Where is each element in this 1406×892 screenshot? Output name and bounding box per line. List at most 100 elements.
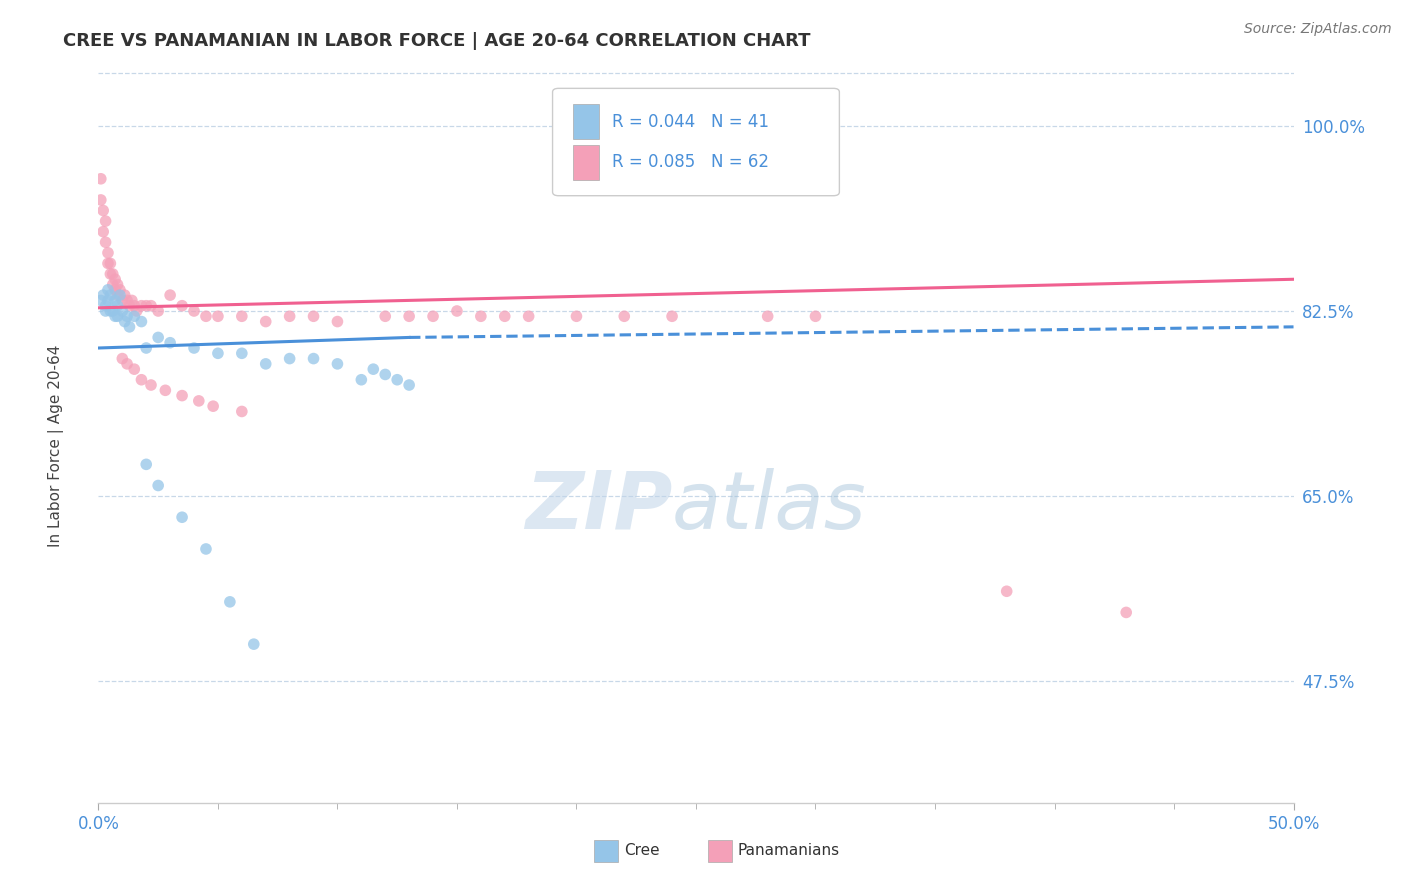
Point <box>115 310 138 324</box>
Point <box>494 310 516 324</box>
Point <box>90 193 112 207</box>
Point <box>219 595 242 609</box>
Point <box>108 283 131 297</box>
Point <box>254 315 277 329</box>
Point <box>374 310 396 324</box>
Point <box>107 277 129 292</box>
Point <box>302 310 325 324</box>
Point <box>115 357 138 371</box>
Point <box>302 351 325 366</box>
Point <box>118 319 141 334</box>
Point <box>135 458 157 472</box>
Point <box>135 341 157 355</box>
Point <box>172 389 194 403</box>
Point <box>398 378 420 392</box>
Point <box>278 351 301 366</box>
Point <box>172 299 194 313</box>
Point <box>995 584 1018 599</box>
Text: Cree: Cree <box>624 844 659 858</box>
Point <box>1115 606 1137 620</box>
Point <box>398 310 420 324</box>
Point <box>90 293 112 308</box>
Point <box>91 203 114 218</box>
Point <box>148 330 170 344</box>
Text: atlas: atlas <box>672 467 868 546</box>
Point <box>107 288 129 302</box>
Point <box>125 304 148 318</box>
Point <box>517 310 540 324</box>
Point <box>101 277 124 292</box>
FancyBboxPatch shape <box>553 88 839 195</box>
Point <box>363 362 385 376</box>
Point <box>135 299 157 313</box>
Point <box>187 393 209 408</box>
Point <box>97 283 120 297</box>
Point <box>118 299 141 313</box>
Point <box>98 267 122 281</box>
Point <box>326 357 349 371</box>
Text: In Labor Force | Age 20-64: In Labor Force | Age 20-64 <box>48 345 65 547</box>
Point <box>114 288 136 302</box>
Point <box>94 299 117 313</box>
Point <box>231 404 253 418</box>
Point <box>172 510 194 524</box>
Text: Panamanians: Panamanians <box>738 844 839 858</box>
Point <box>565 310 588 324</box>
Point <box>131 299 153 313</box>
Point <box>101 304 124 318</box>
Point <box>195 310 218 324</box>
Point <box>111 293 134 308</box>
Point <box>91 288 114 302</box>
Point <box>124 310 146 324</box>
Bar <box>572 145 599 180</box>
Point <box>756 310 779 324</box>
Point <box>131 373 153 387</box>
Point <box>104 283 127 297</box>
Point <box>243 637 266 651</box>
Point <box>202 399 225 413</box>
Point <box>94 235 117 250</box>
Point <box>231 310 253 324</box>
Point <box>114 315 136 329</box>
Point <box>155 384 177 398</box>
Text: R = 0.085   N = 62: R = 0.085 N = 62 <box>613 153 769 171</box>
Point <box>91 225 114 239</box>
Bar <box>572 103 599 139</box>
Point <box>107 299 129 313</box>
Point <box>98 288 122 302</box>
Point <box>804 310 827 324</box>
Point <box>104 272 127 286</box>
Point <box>124 299 146 313</box>
Point <box>107 310 129 324</box>
Text: CREE VS PANAMANIAN IN LABOR FORCE | AGE 20-64 CORRELATION CHART: CREE VS PANAMANIAN IN LABOR FORCE | AGE … <box>63 32 810 50</box>
Bar <box>595 840 619 862</box>
Point <box>121 293 143 308</box>
Bar <box>709 840 733 862</box>
Point <box>104 310 127 324</box>
Point <box>104 293 127 308</box>
Point <box>139 299 162 313</box>
Point <box>111 304 134 318</box>
Point <box>278 310 301 324</box>
Point <box>101 267 124 281</box>
Point <box>183 304 205 318</box>
Text: ZIP: ZIP <box>524 467 672 546</box>
Point <box>94 214 117 228</box>
Point <box>159 288 181 302</box>
Point <box>108 288 131 302</box>
Point <box>98 256 122 270</box>
Point <box>111 351 134 366</box>
Point <box>446 304 468 318</box>
Point <box>207 346 229 360</box>
Point <box>374 368 396 382</box>
Point <box>613 310 636 324</box>
Point <box>385 373 409 387</box>
Point <box>470 310 492 324</box>
Point <box>231 346 253 360</box>
Point <box>90 171 112 186</box>
Point <box>97 293 120 308</box>
Point <box>350 373 373 387</box>
Point <box>254 357 277 371</box>
Point <box>148 478 170 492</box>
Point <box>195 541 218 556</box>
